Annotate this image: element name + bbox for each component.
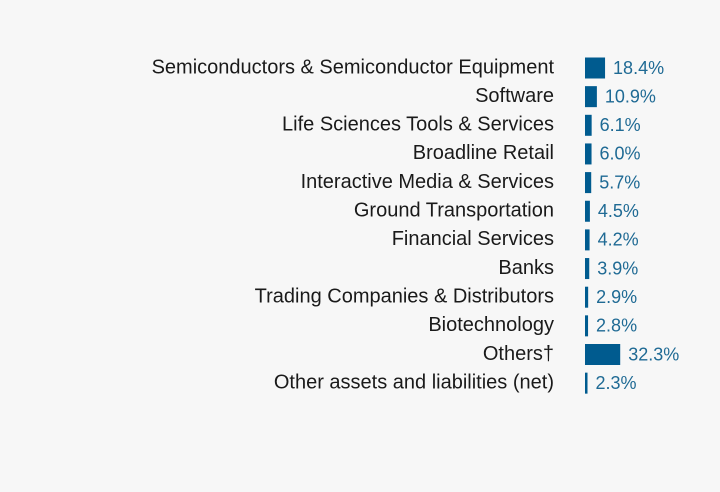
value-label: 10.9% (605, 86, 656, 106)
bar (585, 86, 597, 108)
value-label: 2.8% (596, 316, 637, 336)
category-label: Interactive Media & Services (301, 171, 554, 193)
bar (585, 372, 588, 394)
category-label: Financial Services (392, 228, 554, 250)
category-label: Ground Transportation (354, 200, 554, 222)
bar (585, 286, 589, 308)
bar (585, 200, 590, 222)
value-label: 4.2% (598, 230, 639, 250)
value-label: 4.5% (598, 201, 639, 221)
bar (585, 114, 592, 136)
value-label: 3.9% (597, 258, 638, 278)
bar (585, 57, 606, 79)
bar (585, 315, 589, 337)
category-label: Other assets and liabilities (net) (274, 371, 554, 393)
value-label: 2.9% (596, 287, 637, 307)
category-label: Trading Companies & Distributors (255, 285, 554, 307)
category-label: Life Sciences Tools & Services (282, 114, 554, 136)
value-label: 2.3% (596, 373, 637, 393)
value-label: 18.4% (613, 58, 664, 78)
category-label: Broadline Retail (413, 142, 554, 164)
bar (585, 344, 621, 365)
value-label: 5.7% (599, 172, 640, 192)
category-label: Banks (498, 257, 554, 279)
bar (585, 143, 592, 165)
bar (585, 258, 590, 280)
category-label: Software (475, 85, 554, 107)
category-label: Biotechnology (428, 314, 554, 336)
value-label: 6.0% (600, 144, 641, 164)
category-label: Semiconductors & Semiconductor Equipment (152, 56, 555, 78)
bar (585, 172, 592, 194)
value-label: 6.1% (600, 115, 641, 135)
category-label: Others† (483, 343, 554, 365)
bar (585, 229, 590, 251)
value-label: 32.3% (628, 344, 679, 364)
